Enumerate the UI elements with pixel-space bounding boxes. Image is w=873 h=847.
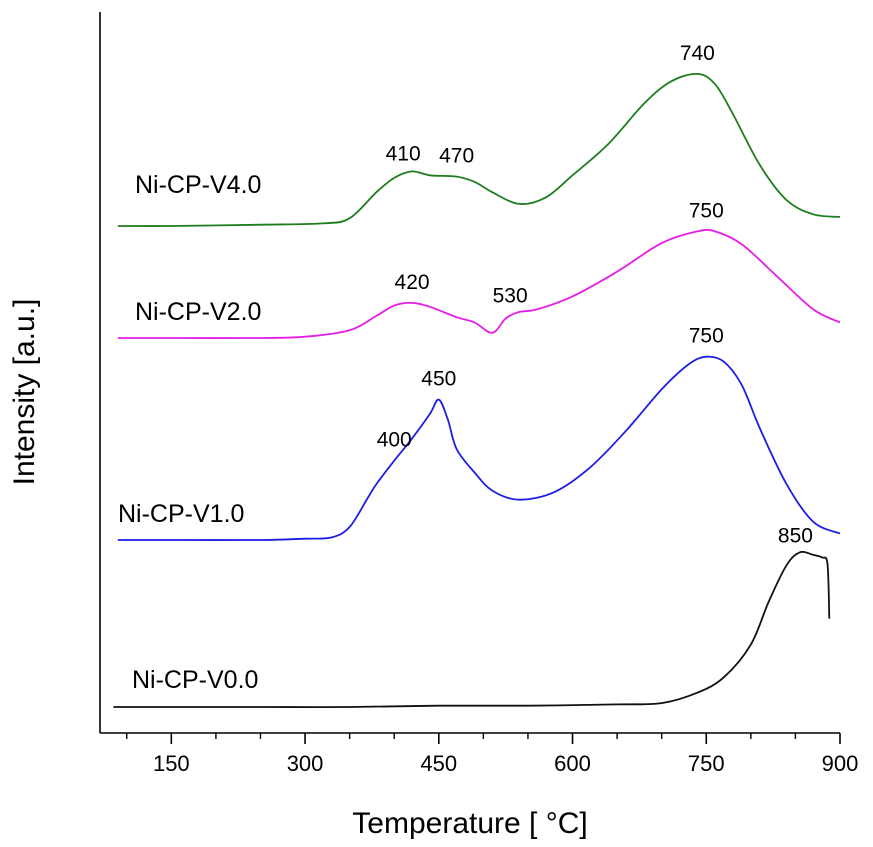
peak-label-ni-cp-v0-0-850: 850 — [778, 525, 813, 548]
y-axis-title: Intensity [a.u.] — [8, 299, 41, 486]
series-line-ni-cp-v0-0 — [113, 550, 831, 708]
peak-label-ni-cp-v1-0-450: 450 — [421, 368, 456, 391]
x-tick-label-750: 750 — [688, 751, 725, 776]
x-tick-layer: 150 300 450 600 750 900 — [126, 733, 859, 776]
series-line-ni-cp-v2-0 — [117, 228, 841, 339]
series-line-ni-cp-v1-0 — [117, 355, 841, 541]
axes-layer — [99, 12, 840, 734]
series-label-ni-cp-v1-0: Ni-CP-V1.0 — [118, 500, 244, 528]
series-line-ni-cp-v4-0 — [117, 72, 841, 227]
label-layer: Ni-CP-V4.0 410 470 740 Ni-CP-V2.0 420 530 750 Ni… — [118, 42, 813, 694]
x-tick-label-600: 600 — [554, 751, 591, 776]
series-layer — [113, 72, 841, 708]
peak-label-ni-cp-v4-0-470: 470 — [439, 145, 474, 168]
x-tick-label-450: 450 — [420, 751, 457, 776]
peak-label-ni-cp-v4-0-410: 410 — [386, 143, 421, 166]
peak-label-ni-cp-v2-0-420: 420 — [395, 271, 430, 294]
series-label-ni-cp-v2-0: Ni-CP-V2.0 — [135, 298, 261, 326]
x-tick-label-900: 900 — [822, 751, 859, 776]
x-tick-label-300: 300 — [287, 751, 324, 776]
series-label-ni-cp-v4-0: Ni-CP-V4.0 — [135, 171, 261, 199]
peak-label-ni-cp-v4-0-740: 740 — [680, 42, 715, 65]
peak-label-ni-cp-v2-0-750: 750 — [689, 199, 724, 222]
x-tick-label-150: 150 — [153, 751, 190, 776]
peak-label-ni-cp-v1-0-400: 400 — [377, 429, 412, 452]
peak-label-ni-cp-v2-0-530: 530 — [493, 284, 528, 307]
peak-label-ni-cp-v1-0-750: 750 — [689, 325, 724, 348]
x-axis-title: Temperature [ °C] — [352, 807, 587, 840]
series-label-ni-cp-v0-0: Ni-CP-V0.0 — [132, 666, 258, 694]
